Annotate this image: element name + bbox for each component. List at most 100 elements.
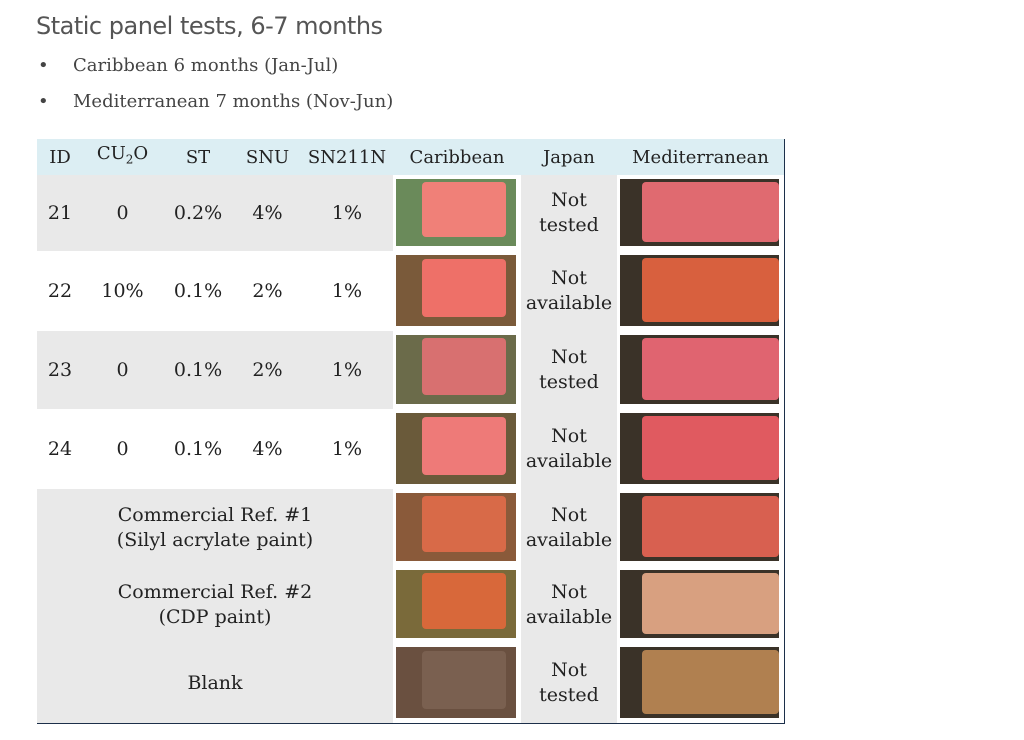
table-cell: 2% xyxy=(234,331,302,410)
column-header: Japan xyxy=(543,146,595,168)
table-value: 1% xyxy=(331,201,363,224)
header-part: O xyxy=(133,143,149,165)
bullet: • Mediterranean 7 months (Nov-Jun) xyxy=(38,91,394,112)
table-cell: 21 xyxy=(37,175,84,252)
panel-photo xyxy=(396,570,516,638)
table-cell: 24 xyxy=(37,409,84,490)
table-value: 0.1% xyxy=(173,279,223,302)
panel-paint xyxy=(422,496,507,553)
table-value: 0.2% xyxy=(173,201,223,224)
panel-photo xyxy=(620,570,779,638)
panel-photo xyxy=(396,335,516,404)
column-header: Caribbean xyxy=(409,146,505,168)
table-cell: 1% xyxy=(301,409,394,490)
table-cell: 22 xyxy=(37,251,84,332)
table-value: 22 xyxy=(47,279,73,302)
table-cell: Blank xyxy=(37,643,394,724)
row-label: Commercial Ref. #1 (Silyl acrylate paint) xyxy=(117,503,313,553)
table-cell: Commercial Ref. #2 (CDP paint) xyxy=(37,566,394,644)
table-value: 0.1% xyxy=(173,437,223,460)
table-value: 1% xyxy=(331,358,363,381)
japan-status: Not tested xyxy=(539,659,599,706)
header-subscript: 2 xyxy=(125,152,134,167)
row-label-line: Blank xyxy=(187,671,243,694)
table-cell: ID xyxy=(37,139,84,176)
panel-paint xyxy=(642,572,779,634)
panel-photo xyxy=(396,179,516,246)
column-header: Mediterranean xyxy=(632,146,769,168)
japan-status: Not available xyxy=(525,425,613,472)
panel-paint xyxy=(642,415,779,480)
table-value: 0 xyxy=(116,437,129,460)
bullet-text: Caribbean 6 months (Jan-Jul) xyxy=(73,55,339,76)
japan-status: Not available xyxy=(525,503,613,551)
table-cell: 4% xyxy=(234,409,302,490)
table-cell: 4% xyxy=(234,175,302,252)
panel-paint xyxy=(422,573,507,630)
table-cell: Not available xyxy=(521,489,618,567)
panel-photo xyxy=(396,413,516,484)
panel-photo xyxy=(396,647,516,718)
japan-status: Not available xyxy=(525,580,613,628)
table-cell: SNU xyxy=(234,139,302,176)
row-label: Blank xyxy=(187,671,242,696)
table-cell: SN211N xyxy=(301,139,394,176)
column-header: ID xyxy=(49,146,71,168)
column-header: SN211N xyxy=(307,146,387,168)
table-cell: 1% xyxy=(301,175,394,252)
panel-photo xyxy=(396,493,516,561)
title: Static panel tests, 6-7 months xyxy=(36,12,383,40)
table-cell: 0 xyxy=(83,331,163,410)
table-value: 24 xyxy=(47,437,73,460)
panel-paint xyxy=(422,258,507,317)
column-header: SNU xyxy=(245,146,290,168)
table-cell: 10% xyxy=(83,251,163,332)
row-label-line: Commercial Ref. #1 xyxy=(117,503,313,526)
table-value: 0 xyxy=(116,201,129,224)
row-label-line: (Silyl acrylate paint) xyxy=(116,528,314,551)
table-value: 1% xyxy=(331,437,363,460)
table-cell: 0.1% xyxy=(162,409,235,490)
table-value: 0 xyxy=(116,358,129,381)
panel-photo xyxy=(620,647,779,718)
table-cell: 23 xyxy=(37,331,84,410)
japan-status: Not tested xyxy=(539,189,599,236)
table-cell: Not available xyxy=(521,409,618,490)
panel-paint xyxy=(642,337,779,400)
row-label: Commercial Ref. #2 (CDP paint) xyxy=(118,580,313,630)
table-cell: 0 xyxy=(83,409,163,490)
panel-photo xyxy=(620,179,779,246)
table-value: 23 xyxy=(47,358,73,381)
table-cell: 0.1% xyxy=(162,251,235,332)
panel-photo xyxy=(620,335,779,404)
header-part: CU xyxy=(96,143,126,165)
column-header: ST xyxy=(185,146,211,168)
japan-status: Not tested xyxy=(539,346,599,393)
table-value: 0.1% xyxy=(173,358,223,381)
table-cell: ST xyxy=(162,139,235,176)
panel-paint xyxy=(422,650,507,709)
table-cell: Not available xyxy=(521,251,618,332)
table-value: 1% xyxy=(331,279,363,302)
bullet: • Caribbean 6 months (Jan-Jul) xyxy=(38,55,339,76)
table-cell: 0.1% xyxy=(162,331,235,410)
panel-paint xyxy=(642,257,779,322)
row-label-line: Commercial Ref. #2 xyxy=(117,580,313,603)
table-cell: 1% xyxy=(301,331,394,410)
panel-paint xyxy=(422,182,507,238)
table-cell: Not available xyxy=(521,566,618,644)
panel-photo xyxy=(620,413,779,484)
panel-paint xyxy=(422,416,507,475)
table-cell: 1% xyxy=(301,251,394,332)
table-cell: CU2O xyxy=(83,139,163,176)
table-cell: Caribbean xyxy=(393,139,522,176)
row-label-line: (CDP paint) xyxy=(158,605,272,628)
table-cell: Not tested xyxy=(521,175,618,252)
table-value: 10% xyxy=(101,279,144,302)
panel-photo xyxy=(620,255,779,326)
column-header: CU2O xyxy=(97,141,148,173)
table-cell: Mediterranean xyxy=(617,139,785,176)
japan-status: Not available xyxy=(525,267,613,314)
table-value: 2% xyxy=(252,279,283,302)
table-cell: 0.2% xyxy=(162,175,235,252)
